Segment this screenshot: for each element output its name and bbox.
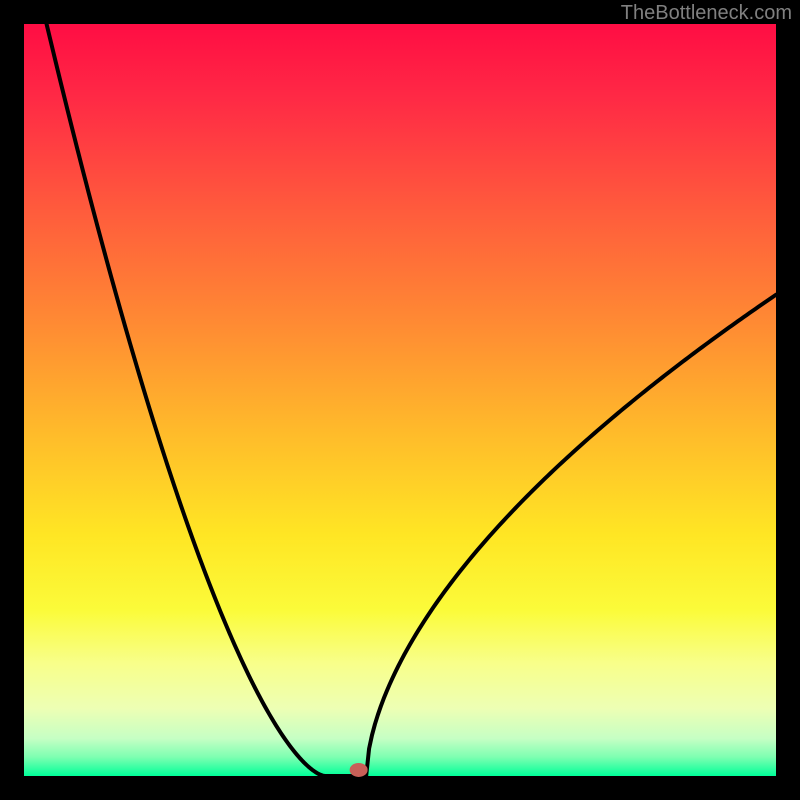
chart-canvas — [0, 0, 800, 800]
optimal-point-marker — [350, 763, 368, 777]
bottleneck-chart: TheBottleneck.com — [0, 0, 800, 800]
